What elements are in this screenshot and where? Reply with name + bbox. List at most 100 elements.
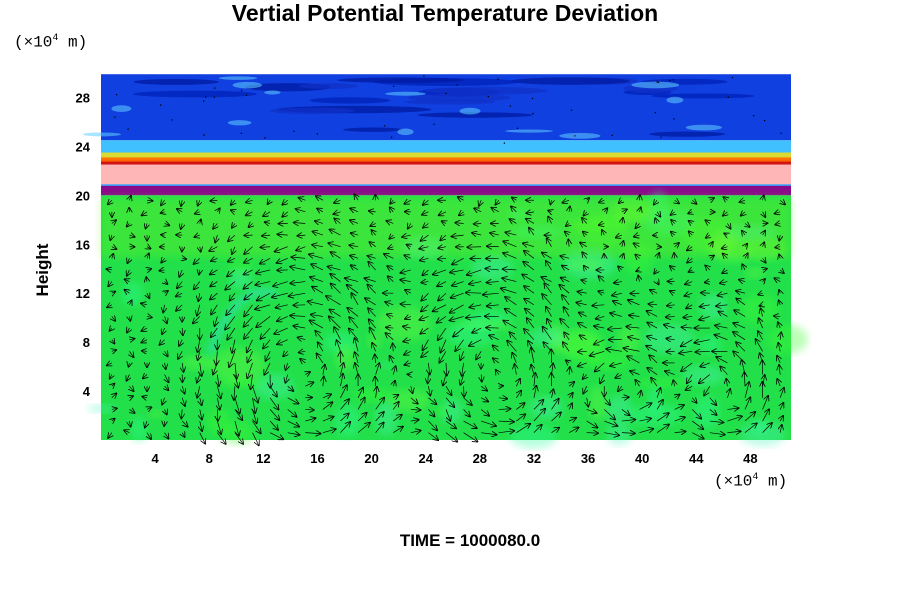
x-tick-label: 20 [364, 451, 378, 466]
wind-vector [687, 374, 693, 384]
wind-vector [689, 270, 693, 272]
wind-vector [269, 420, 278, 430]
wind-vector [228, 258, 236, 261]
wind-vector [215, 234, 217, 242]
wind-vector [604, 409, 615, 419]
wind-vector-dot [753, 115, 755, 117]
wind-vector [146, 277, 147, 281]
wind-vector [376, 363, 380, 375]
wind-vector [450, 316, 464, 320]
wind-vector [269, 397, 278, 410]
wind-vector [277, 339, 288, 345]
wind-vector [503, 253, 517, 259]
wind-vector [490, 233, 499, 235]
wind-vector [286, 362, 288, 370]
wind-vector [375, 377, 376, 387]
wind-vector [404, 351, 411, 354]
wind-vector [744, 412, 755, 422]
wind-vector [384, 254, 394, 258]
wind-vector [165, 432, 169, 439]
wind-vector [147, 407, 151, 409]
y-unit-rest: m) [58, 33, 88, 52]
wind-vector-dot [516, 127, 519, 130]
wind-vector [375, 398, 384, 410]
wind-vector [734, 310, 746, 317]
wind-vector [733, 351, 746, 364]
wind-vector [143, 375, 147, 379]
wind-vector [598, 291, 605, 293]
wind-vector [274, 327, 288, 334]
wind-vector [581, 280, 586, 282]
wind-vector [780, 416, 783, 421]
wind-vector [127, 269, 130, 276]
wind-vector [323, 365, 325, 375]
lower-field-patch [380, 360, 393, 370]
field-layers [101, 74, 791, 440]
wind-vector [599, 223, 604, 225]
x-tick-label: 28 [473, 451, 487, 466]
wind-vector [526, 212, 535, 213]
wind-vector [210, 270, 218, 274]
wind-vector [200, 362, 202, 376]
lower-field-patch [744, 267, 765, 279]
wind-vector [531, 348, 534, 363]
wind-vector [244, 316, 253, 326]
wind-vector [628, 300, 640, 306]
wind-vector [403, 340, 411, 342]
wind-vector [308, 301, 323, 304]
wind-vector [696, 351, 710, 352]
wind-vector [780, 200, 785, 204]
wind-vector [524, 251, 535, 259]
wind-vector-dot [202, 100, 205, 102]
wind-vector [528, 341, 535, 352]
y-unit-exponent: 4 [52, 33, 59, 44]
wind-vector [410, 420, 419, 421]
wind-vector [726, 379, 727, 387]
upper-band-streak [417, 112, 533, 118]
x-tick-label: 24 [418, 451, 433, 466]
wind-vector [763, 242, 765, 246]
wind-vector [165, 386, 169, 390]
y-ticks: 4 8 12 16 20 24 28 [76, 90, 91, 399]
wind-vector [200, 247, 201, 252]
wind-vector [147, 247, 150, 249]
wind-vector [604, 433, 619, 436]
wind-vector [636, 270, 639, 271]
wind-vector [462, 362, 464, 376]
wind-vector [253, 397, 256, 413]
wind-vector [544, 283, 552, 294]
wind-vector [595, 362, 605, 371]
wind-vector [163, 304, 164, 313]
wind-vector [692, 420, 703, 429]
wind-vector [351, 233, 359, 235]
wind-vector [501, 288, 517, 294]
wind-vector [428, 374, 429, 384]
wind-vector [234, 420, 239, 436]
wind-vector [621, 409, 630, 415]
wind-vector [569, 393, 573, 398]
wind-vector [621, 419, 635, 421]
wind-vector [451, 292, 464, 298]
upper-band-streak [651, 93, 755, 99]
wind-vector [147, 269, 151, 270]
upper-band-patch [505, 129, 554, 133]
wind-vector [182, 258, 186, 259]
wind-vector [198, 339, 200, 352]
wind-vector [165, 351, 168, 356]
wind-vector [337, 340, 341, 352]
wind-vector [718, 312, 728, 317]
yellow-ridge [101, 152, 791, 160]
upper-band-streak [424, 86, 549, 95]
wind-vector [315, 221, 323, 224]
wind-vector [438, 292, 447, 300]
wind-vector [107, 305, 112, 308]
wind-vector [182, 386, 184, 393]
wind-vector [779, 235, 780, 240]
wind-vector [547, 319, 551, 329]
wind-vector-dot [114, 116, 116, 118]
wind-vector [386, 221, 394, 224]
wind-vector [733, 323, 746, 329]
wind-vector [255, 282, 271, 285]
wind-vector [715, 335, 728, 341]
wind-vector [466, 293, 482, 294]
